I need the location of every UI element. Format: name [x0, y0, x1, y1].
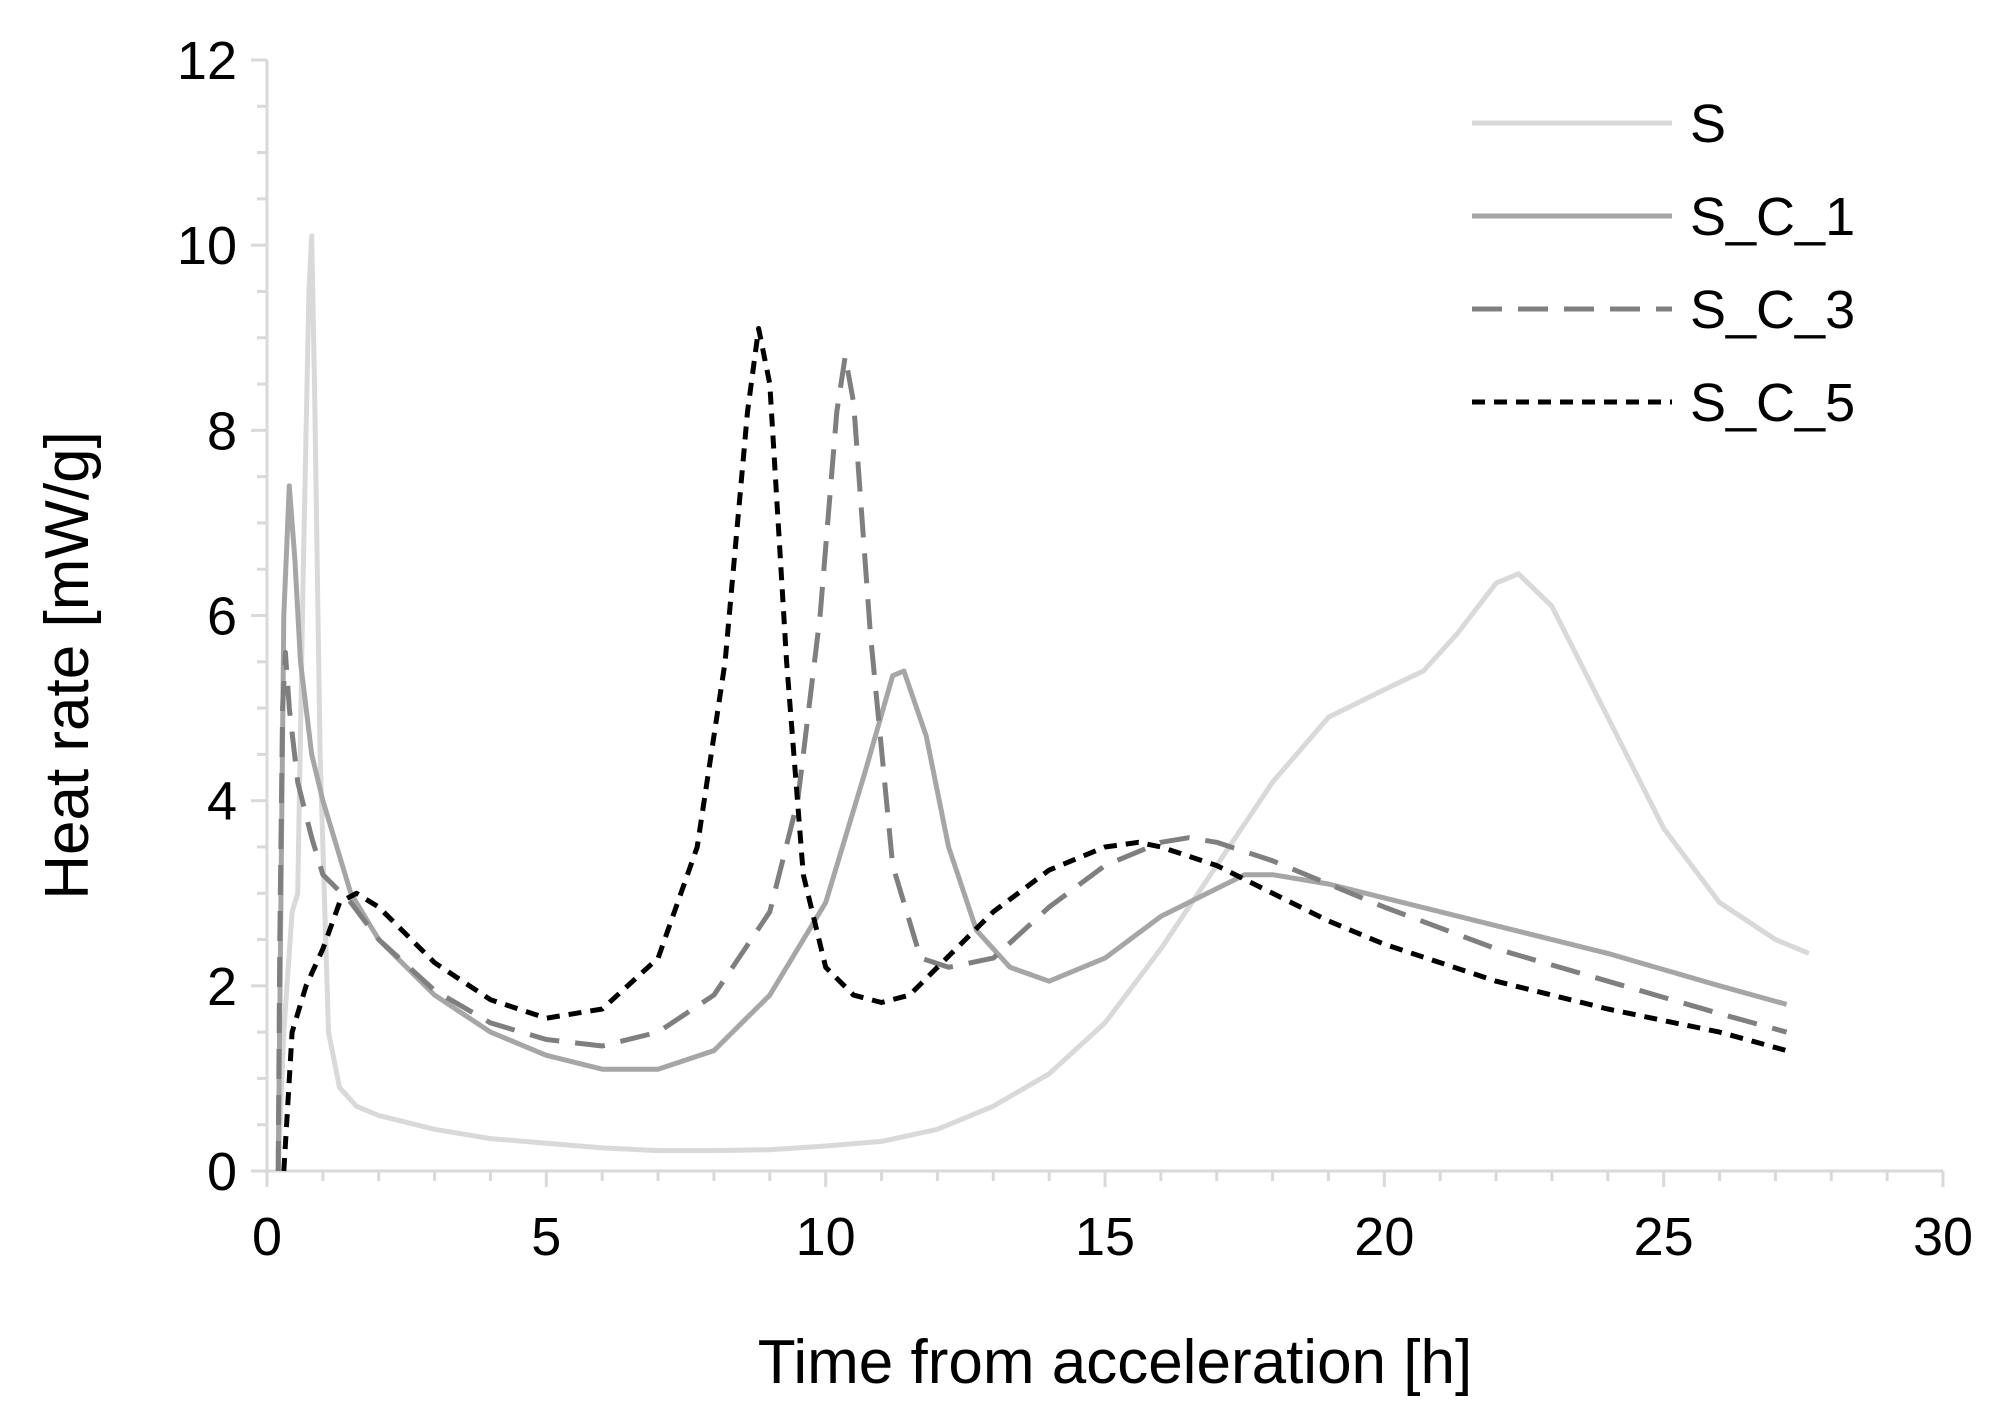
y-tick-label: 4: [207, 772, 237, 832]
chart-axes: 0 2 4 6 8 10 12 0 5 10 15 20 25 30: [177, 31, 1973, 1267]
series-line-s-c-5: [281, 326, 1788, 1172]
x-tick-label: 15: [1075, 1207, 1135, 1267]
series-line-s-c-1: [275, 483, 1788, 1172]
chart-legend: S S_C_1 S_C_3 S_C_5: [1472, 94, 1855, 433]
y-tick-label: 10: [177, 216, 237, 276]
x-tick-label: 5: [531, 1207, 561, 1267]
y-tick-label: 6: [207, 587, 237, 647]
x-tick-label: 20: [1354, 1207, 1414, 1267]
y-axis-title: Heat rate [mW/g]: [33, 431, 102, 900]
y-tick-label: 2: [207, 957, 237, 1017]
legend-label-s-c-1: S_C_1: [1690, 187, 1855, 247]
series-line-s-c-3: [275, 353, 1788, 1172]
x-tick-label: 25: [1634, 1207, 1694, 1267]
y-tick-label: 0: [207, 1142, 237, 1202]
legend-label-s: S: [1690, 94, 1726, 154]
y-tick-label: 12: [177, 31, 237, 91]
x-tick-label: 30: [1913, 1207, 1973, 1267]
x-tick-label: 10: [796, 1207, 856, 1267]
y-tick-label: 8: [207, 401, 237, 461]
series-layer: [275, 233, 1810, 1172]
series-line-s: [275, 233, 1810, 1172]
x-axis-title: Time from acceleration [h]: [758, 1328, 1472, 1397]
legend-label-s-c-3: S_C_3: [1690, 280, 1855, 340]
x-tick-label: 0: [252, 1207, 282, 1267]
legend-label-s-c-5: S_C_5: [1690, 373, 1855, 433]
